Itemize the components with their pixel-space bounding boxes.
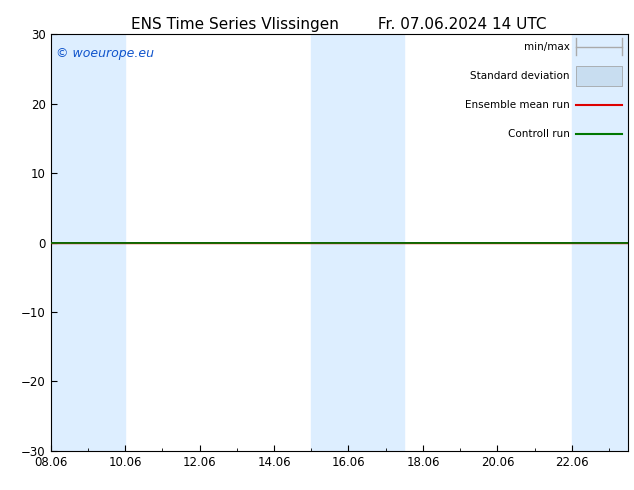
FancyBboxPatch shape	[576, 66, 622, 86]
Text: min/max: min/max	[524, 42, 570, 52]
Text: Ensemble mean run: Ensemble mean run	[465, 100, 570, 110]
Bar	[311, 34, 404, 451]
Text: © woeurope.eu: © woeurope.eu	[56, 47, 155, 60]
Text: Standard deviation: Standard deviation	[470, 71, 570, 81]
Text: Controll run: Controll run	[508, 129, 570, 139]
Bar	[572, 34, 628, 451]
Bar	[51, 34, 125, 451]
Title: ENS Time Series Vlissingen        Fr. 07.06.2024 14 UTC: ENS Time Series Vlissingen Fr. 07.06.202…	[131, 17, 547, 32]
